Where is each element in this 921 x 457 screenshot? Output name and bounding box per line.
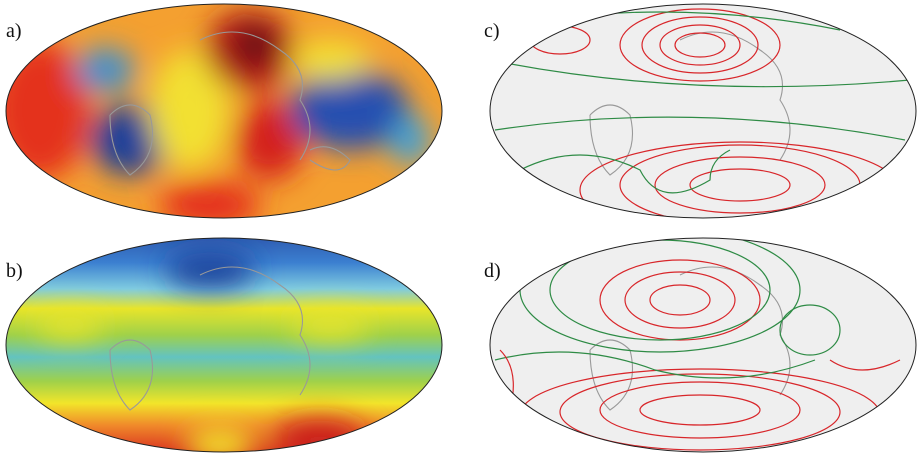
figure: a) b) c) d) <box>0 0 921 457</box>
panel-label: c) <box>484 20 500 42</box>
panel-label: a) <box>6 20 22 42</box>
panel-b-map <box>0 236 450 457</box>
panel-label: b) <box>6 260 23 282</box>
panel-d-map <box>480 228 921 457</box>
panel-label: d) <box>484 260 501 282</box>
panel-a-map <box>0 0 450 230</box>
